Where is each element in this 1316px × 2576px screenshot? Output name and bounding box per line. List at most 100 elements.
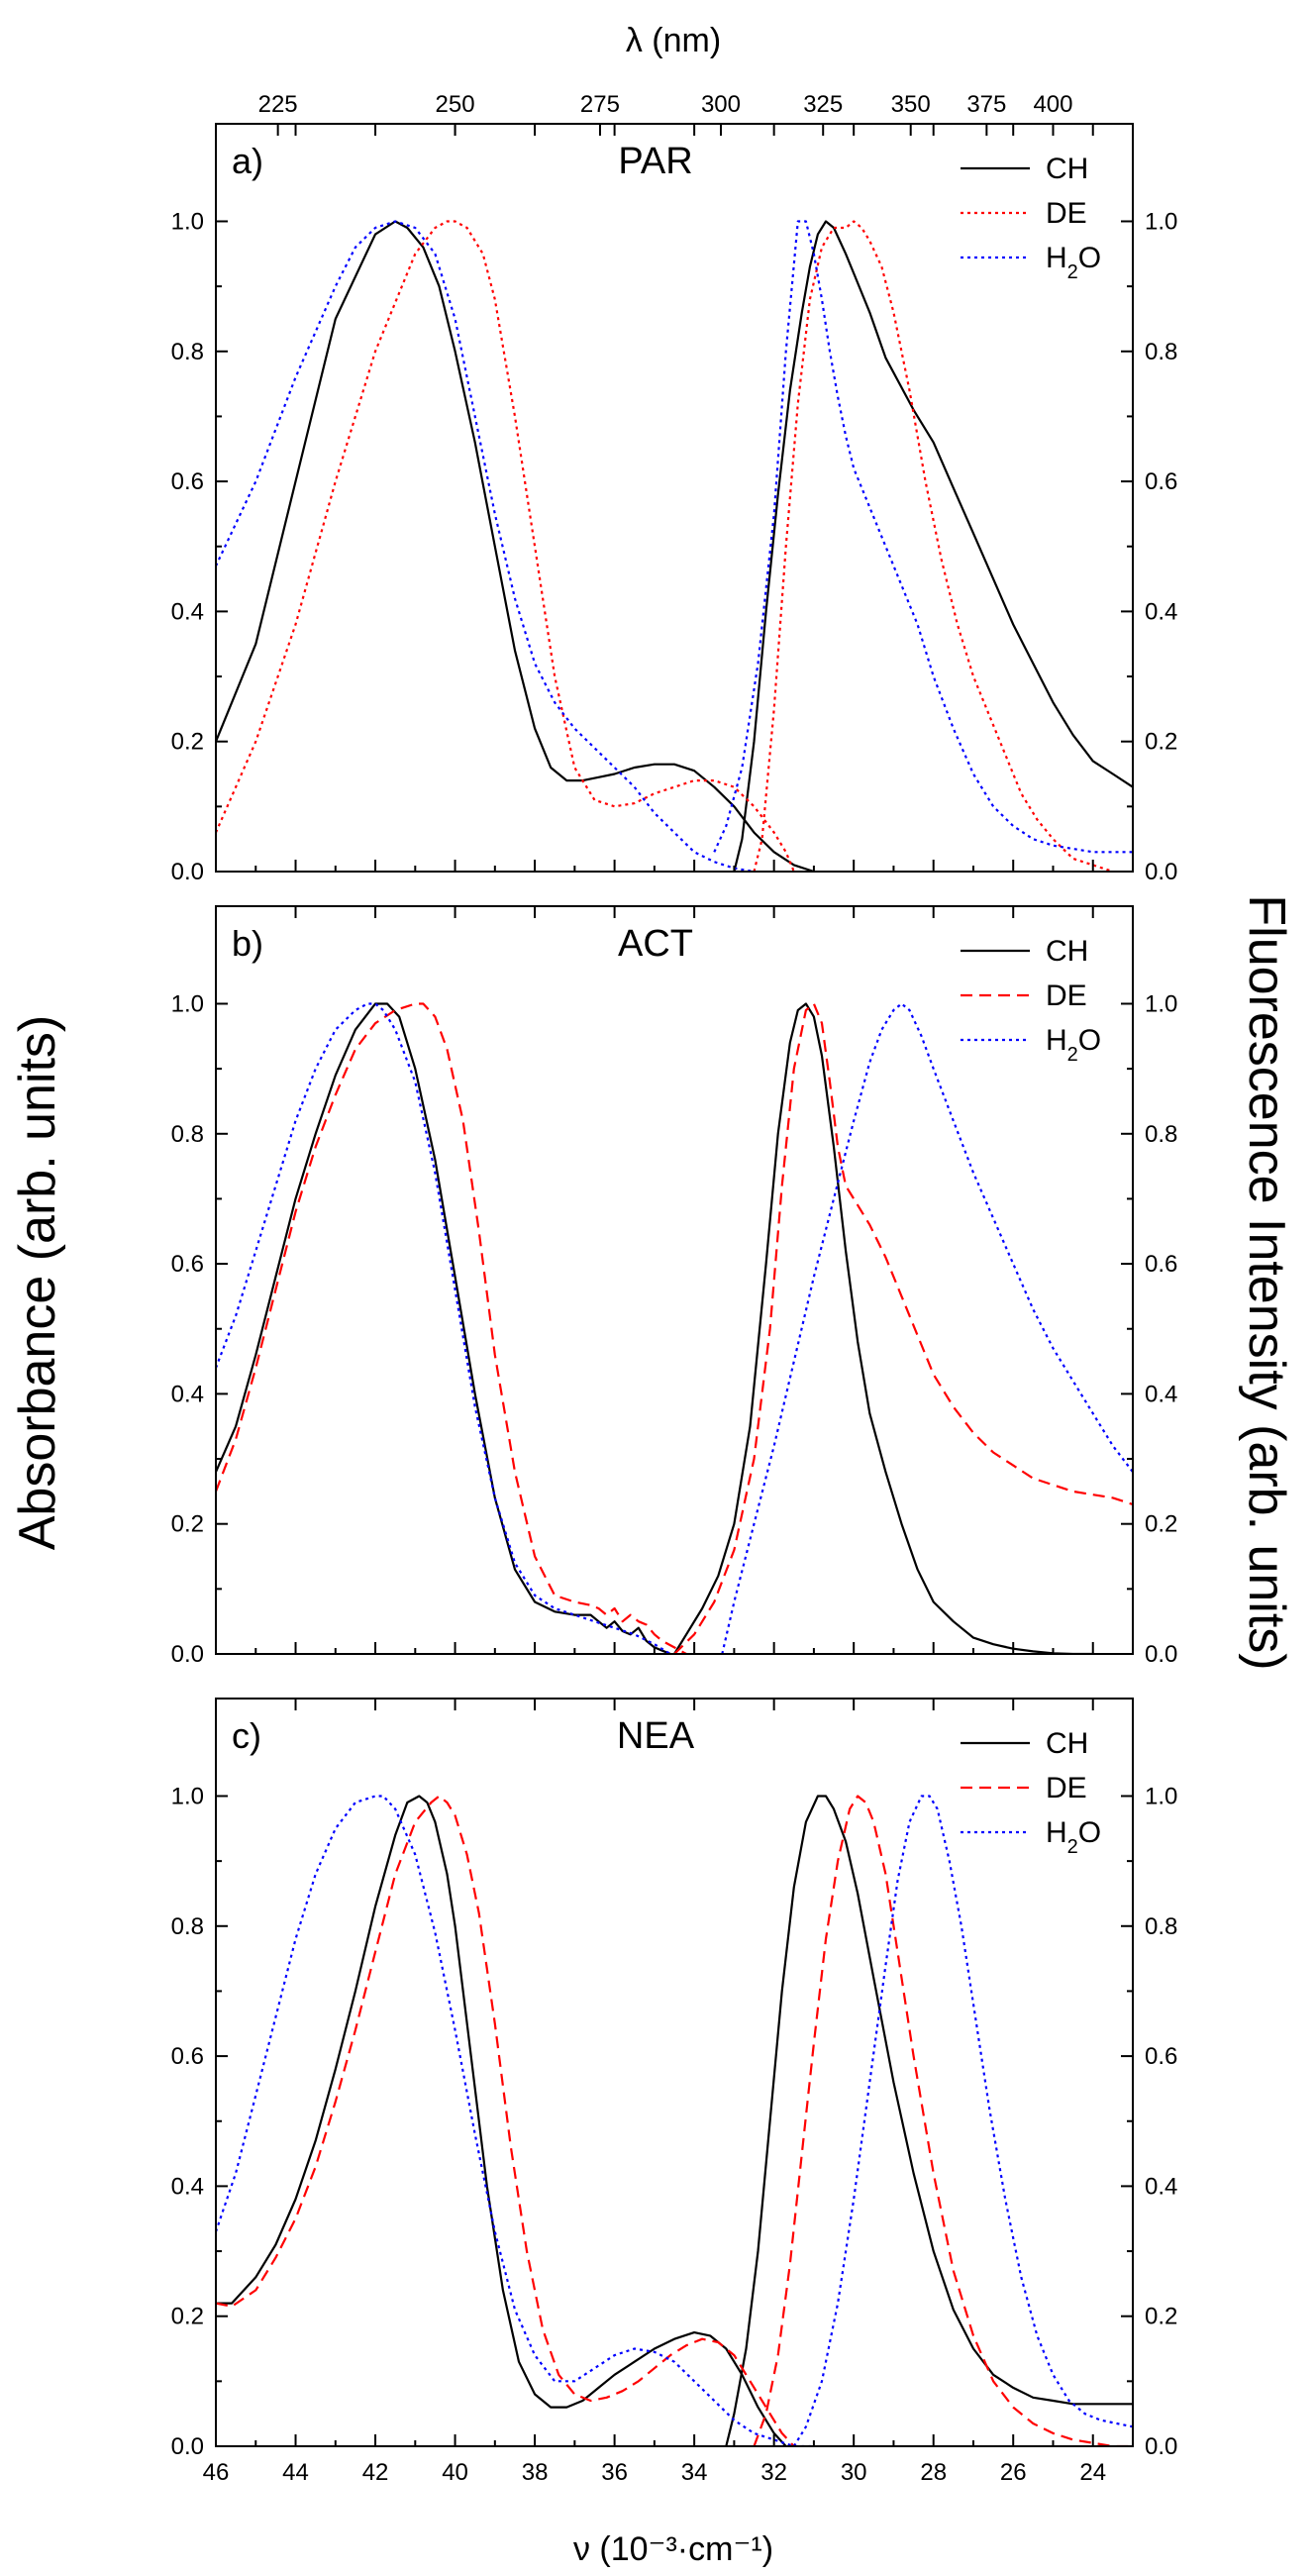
- y-tick-label: 1.0: [171, 990, 204, 1017]
- panel-nea: 0.0 0.0 0.2 0.2 0.4 0.4 0.6 0.6 0.8 0.8 1.0 1.0 46 44…: [171, 1698, 1177, 2486]
- series-line-ch-fluorescence: [733, 220, 1133, 872]
- x-tick-label: 24: [1079, 2459, 1106, 2486]
- legend: CH DE H2O: [961, 935, 1101, 1066]
- y2-tick-label: 0.2: [1145, 1511, 1177, 1538]
- series-group: [216, 1795, 1133, 2446]
- y-tick-label: 0.4: [171, 598, 204, 625]
- y-tick-label: 0.2: [171, 729, 204, 756]
- x-tick-label: 46: [203, 2459, 230, 2486]
- y-tick-label: 0.8: [171, 339, 204, 365]
- y2-tick-label: 0.2: [1145, 729, 1177, 756]
- series-line-de-fluorescence: [753, 1795, 1133, 2446]
- y2-tick-label: 0.6: [1145, 468, 1177, 495]
- series-line-de-absorbance: [216, 220, 795, 872]
- y-tick-label: 1.0: [171, 208, 204, 235]
- series-line-h2o-fluorescence: [792, 1795, 1133, 2446]
- x-tick-label: 34: [681, 2459, 708, 2486]
- panel-par: 0.0 0.0 0.2 0.2 0.4 0.4 0.6 0.6 0.8 0.8 1.0 1.0 225 2…: [171, 91, 1178, 885]
- x-tick-label: 32: [760, 2459, 787, 2486]
- y-tick-label: 0.8: [171, 1121, 204, 1148]
- legend-label-de: DE: [1046, 979, 1087, 1012]
- series-line-h2o-fluorescence: [721, 1002, 1133, 1654]
- right-axis-title: Fluorescence Intensity (arb. units): [1238, 894, 1295, 1670]
- legend-label-de: DE: [1046, 1772, 1087, 1804]
- plot-frame: [215, 123, 1134, 873]
- plot-frame: [215, 905, 1134, 1655]
- panel-act: 0.0 0.0 0.2 0.2 0.4 0.4 0.6 0.6 0.8 0.8 1.0 1.0 b) AC…: [171, 905, 1177, 1668]
- series-line-de-fluorescence: [673, 1002, 1133, 1654]
- y2-tick-label: 0.8: [1145, 1121, 1177, 1148]
- y-tick-label: 0.2: [171, 2304, 204, 2330]
- y2-tick-label: 0.0: [1145, 1641, 1177, 1668]
- y2-tick-label: 1.0: [1145, 990, 1177, 1017]
- y2-tick-label: 0.4: [1145, 2173, 1177, 2200]
- x-tick-label: 28: [920, 2459, 947, 2486]
- panel-label: c): [232, 1715, 261, 1756]
- series-line-h2o-absorbance: [216, 220, 755, 872]
- x-tick-label: 44: [282, 2459, 309, 2486]
- top-axis-title: λ (nm): [626, 22, 721, 59]
- y2-tick-label: 0.0: [1145, 859, 1177, 885]
- y2-tick-label: 1.0: [1145, 1783, 1177, 1809]
- y-tick-label: 0.6: [171, 2043, 204, 2070]
- top-lambda-tick-label: 400: [1033, 91, 1072, 118]
- series-group: [216, 1002, 1133, 1654]
- x-tick-label: 26: [1000, 2459, 1027, 2486]
- y-tick-label: 1.0: [171, 1783, 204, 1809]
- left-axis-title: Absorbance (arb. units): [9, 1015, 66, 1551]
- top-lambda-tick-label: 225: [258, 91, 298, 118]
- panel-label: b): [232, 923, 263, 964]
- top-lambda-tick-label: 325: [803, 91, 843, 118]
- y-tick-label: 0.4: [171, 1381, 204, 1407]
- series-line-ch-fluorescence: [673, 1002, 1093, 1654]
- x-tick-label: 40: [442, 2459, 468, 2486]
- y-tick-label: 0.8: [171, 1913, 204, 1940]
- y-tick-label: 0.2: [171, 1511, 204, 1538]
- plot-frame: [215, 1698, 1134, 2447]
- panel-title: ACT: [618, 923, 693, 965]
- series-line-h2o-absorbance: [216, 1002, 671, 1654]
- x-tick-label: 38: [522, 2459, 549, 2486]
- y2-tick-label: 0.4: [1145, 1381, 1177, 1407]
- bottom-axis-title: ν (10⁻³·cm⁻¹): [573, 2530, 773, 2568]
- legend-label-h2o: H2O: [1046, 1024, 1101, 1066]
- y2-tick-label: 0.8: [1145, 1913, 1177, 1940]
- legend: CH DE H2O: [961, 1727, 1101, 1858]
- panels: 0.0 0.0 0.2 0.2 0.4 0.4 0.6 0.6 0.8 0.8 1.0 1.0 225 2…: [171, 91, 1178, 2486]
- y-tick-label: 0.0: [171, 1641, 204, 1668]
- y-tick-label: 0.6: [171, 468, 204, 495]
- y2-tick-label: 0.8: [1145, 339, 1177, 365]
- top-lambda-tick-label: 250: [436, 91, 475, 118]
- legend-label-h2o: H2O: [1046, 1816, 1101, 1858]
- series-line-ch-absorbance: [216, 1795, 787, 2446]
- series-line-h2o-fluorescence: [713, 220, 1133, 854]
- x-tick-label: 30: [841, 2459, 867, 2486]
- panel-label: a): [232, 141, 263, 181]
- series-line-de-absorbance: [216, 1795, 795, 2446]
- series-line-ch-fluorescence: [725, 1795, 1133, 2446]
- y2-tick-label: 1.0: [1145, 208, 1177, 235]
- legend-label-ch: CH: [1046, 1727, 1088, 1760]
- panel-title: NEA: [617, 1715, 695, 1757]
- series-line-de-fluorescence: [753, 220, 1114, 872]
- series-line-ch-absorbance: [216, 1002, 671, 1654]
- top-lambda-tick-label: 350: [891, 91, 931, 118]
- legend: CH DE H2O: [961, 153, 1101, 283]
- y2-tick-label: 0.4: [1145, 598, 1177, 625]
- x-tick-label: 36: [601, 2459, 628, 2486]
- y2-tick-label: 0.6: [1145, 2043, 1177, 2070]
- series-line-de-absorbance: [216, 1002, 687, 1654]
- panel-title: PAR: [618, 141, 692, 182]
- top-lambda-tick-label: 300: [701, 91, 741, 118]
- y2-tick-label: 0.6: [1145, 1251, 1177, 1278]
- y-tick-label: 0.4: [171, 2173, 204, 2200]
- series-line-ch-absorbance: [216, 220, 815, 872]
- y2-tick-label: 0.2: [1145, 2304, 1177, 2330]
- y2-tick-label: 0.0: [1145, 2433, 1177, 2460]
- top-lambda-tick-label: 375: [966, 91, 1006, 118]
- y-tick-label: 0.6: [171, 1251, 204, 1278]
- legend-label-ch: CH: [1046, 153, 1088, 185]
- series-group: [216, 220, 1133, 872]
- x-tick-label: 42: [362, 2459, 389, 2486]
